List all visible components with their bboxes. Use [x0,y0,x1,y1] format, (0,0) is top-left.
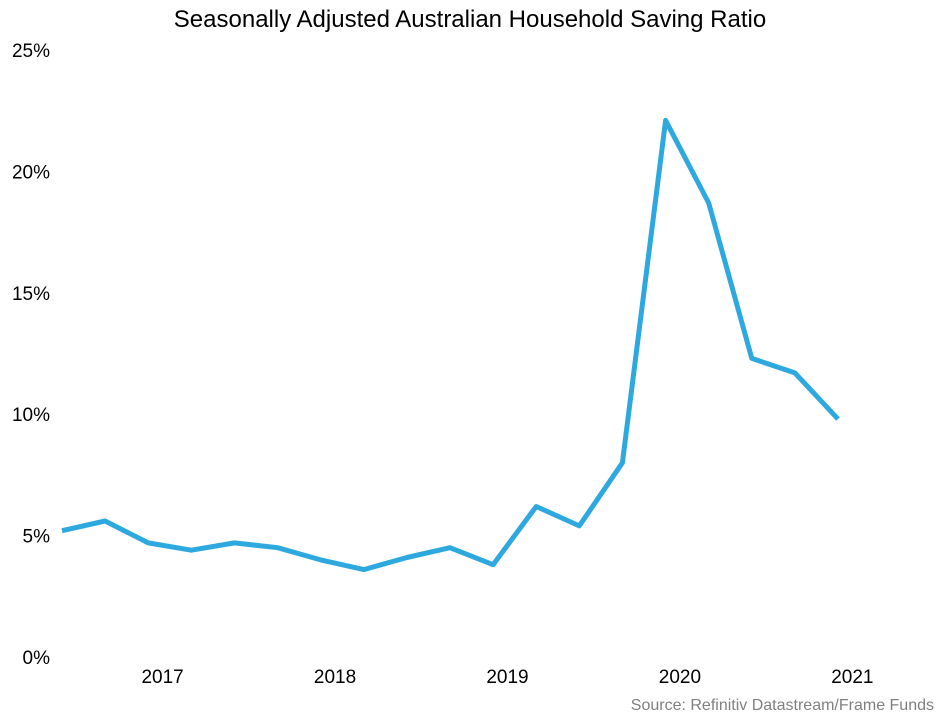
y-tick-label: 10% [12,405,50,426]
series-line [61,117,840,573]
y-tick-label: 25% [12,41,50,62]
x-tick-label: 2017 [141,667,183,688]
x-tick-label: 2020 [659,667,701,688]
y-tick-label: 15% [12,284,50,305]
y-tick-label: 5% [23,527,51,548]
chart-title: Seasonally Adjusted Australian Household… [174,6,766,33]
y-tick-label: 20% [12,162,50,183]
x-tick-label: 2019 [486,667,528,688]
x-tick-label: 2021 [831,667,873,688]
source-note: Source: Refinitiv Datastream/Frame Funds [631,697,934,713]
series-layer [61,117,840,573]
x-axis: 2017 2018 2019 2020 2021 [141,667,873,688]
y-tick-label: 0% [23,648,51,669]
y-axis: 0% 5% 10% 15% 20% 25% [12,41,50,669]
x-tick-label: 2018 [314,667,356,688]
